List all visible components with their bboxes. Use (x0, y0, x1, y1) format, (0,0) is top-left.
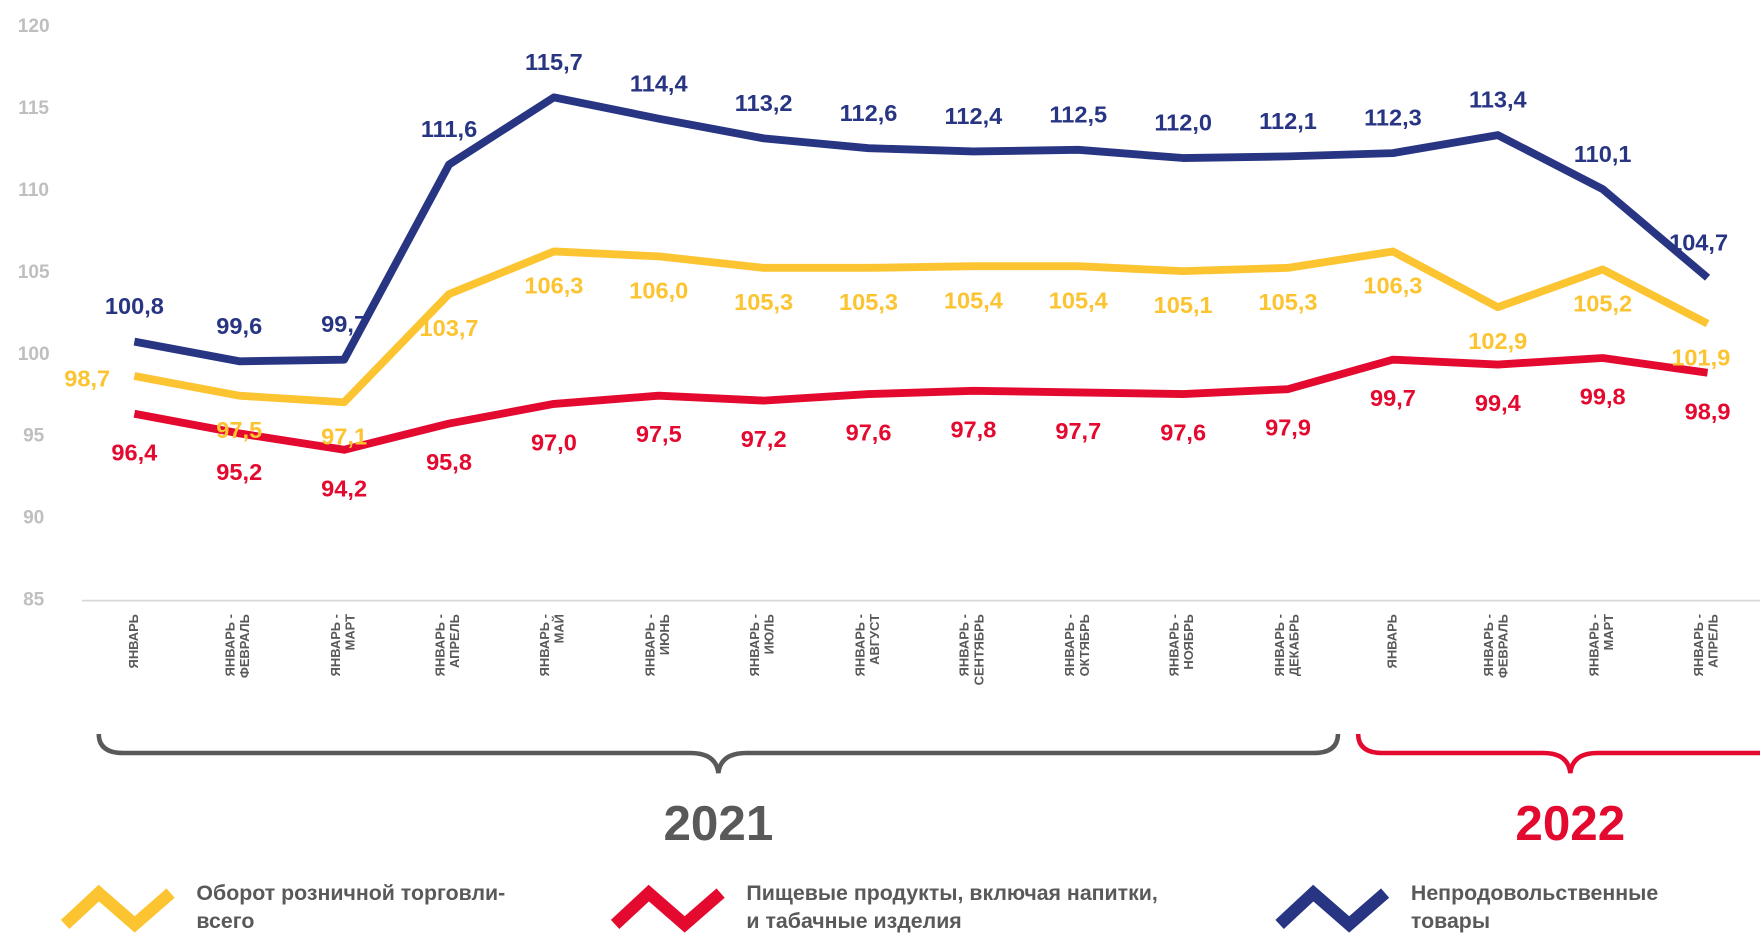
legend-label: Непродовольственные товары (1410, 881, 1659, 934)
y-tick-label: 90 (23, 508, 44, 529)
year-label: 2022 (1515, 796, 1625, 851)
brace-2022 (1355, 733, 1760, 774)
data-label: 106,0 (629, 277, 688, 303)
data-label: 104,7 (1669, 229, 1728, 255)
data-label: 105,1 (1154, 292, 1213, 318)
data-label: 110,1 (1574, 141, 1632, 167)
x-tick-label: ЯНВАРЬ - ИЮНЬ (644, 614, 673, 677)
data-label: 105,3 (839, 289, 898, 315)
data-label: 97,6 (846, 420, 892, 446)
data-label: 97,1 (321, 423, 367, 449)
data-label: 97,8 (950, 416, 996, 442)
x-tick-label: ЯНВАРЬ (127, 614, 141, 669)
data-label: 115,7 (525, 49, 583, 75)
data-label: 105,4 (944, 287, 1003, 313)
x-tick-label: ЯНВАРЬ - ФЕВРАЛЬ (224, 614, 253, 679)
data-label: 106,3 (524, 273, 583, 299)
data-label: 99,8 (1580, 384, 1626, 410)
x-tick-label: ЯНВАРЬ - ФЕВРАЛЬ (1483, 614, 1512, 679)
y-tick-label: 105 (18, 262, 50, 283)
data-label: 97,0 (531, 429, 577, 455)
x-tick-label: ЯНВАРЬ - МАЙ (539, 614, 568, 677)
data-label: 99,7 (321, 311, 367, 337)
legend-icon (60, 884, 175, 933)
x-tick-label: ЯНВАРЬ - МАРТ (1588, 614, 1617, 677)
data-label: 103,7 (420, 315, 479, 341)
data-label: 105,3 (734, 289, 793, 315)
x-tick-label: ЯНВАРЬ (1385, 614, 1400, 669)
data-label: 99,6 (216, 313, 262, 339)
data-label: 97,2 (741, 426, 787, 452)
data-label: 112,1 (1259, 108, 1317, 134)
data-label: 98,9 (1685, 398, 1731, 424)
data-label: 113,2 (735, 90, 793, 116)
x-tick-label: ЯНВАРЬ - СЕНТЯБРЬ (958, 614, 987, 686)
legend-icon (1275, 884, 1390, 933)
data-label: 105,4 (1049, 287, 1108, 313)
data-label: 100,8 (105, 293, 164, 319)
data-label: 112,5 (1049, 101, 1107, 127)
data-label: 97,5 (216, 417, 262, 443)
data-label: 111,6 (421, 116, 477, 142)
x-tick-label: ЯНВАРЬ - ОКТЯБРЬ (1063, 614, 1092, 677)
x-tick-label: ЯНВАРЬ - ИЮЛЬ (749, 614, 778, 677)
data-label: 95,8 (426, 449, 472, 475)
data-label: 98,7 (64, 366, 110, 392)
y-tick-label: 100 (18, 344, 50, 365)
series-line (133, 93, 1711, 366)
data-label: 101,9 (1671, 345, 1730, 371)
x-tick-label: ЯНВАРЬ - АПРЕЛЬ (1692, 614, 1722, 677)
series-line (133, 247, 1710, 407)
legend-label: Пищевые продукты, включая напитки, и таб… (746, 881, 1158, 934)
legend-label: Оборот розничной торговли- всего (196, 881, 506, 934)
data-label: 97,7 (1055, 418, 1101, 444)
x-tick-label: ЯНВАРЬ - ДЕКАБРЬ (1273, 614, 1302, 677)
data-label: 112,3 (1364, 105, 1422, 131)
data-label: 112,4 (945, 103, 1003, 129)
x-tick-label: ЯНВАРЬ - АПРЕЛЬ (434, 614, 463, 677)
data-label: 99,7 (1370, 385, 1416, 411)
data-label: 113,4 (1469, 87, 1527, 113)
x-tick-label: ЯНВАРЬ - МАРТ (329, 614, 358, 677)
brace-2021 (96, 733, 1341, 774)
y-tick-label: 120 (18, 16, 50, 37)
data-label: 97,5 (636, 421, 682, 447)
data-label: 112,0 (1154, 110, 1212, 136)
data-label: 105,2 (1573, 291, 1632, 317)
x-tick-label: ЯНВАРЬ - НОЯБРЬ (1168, 614, 1197, 677)
data-label: 99,4 (1475, 390, 1521, 416)
y-tick-label: 95 (23, 426, 45, 447)
y-tick-label: 85 (23, 590, 45, 611)
data-label: 106,3 (1363, 273, 1422, 299)
x-tick-label: ЯНВАРЬ - АВГУСТ (853, 614, 883, 677)
data-label: 102,9 (1468, 328, 1527, 354)
data-label: 112,6 (840, 100, 898, 126)
data-label: 96,4 (111, 439, 157, 465)
legend-icon (610, 884, 725, 933)
data-label: 97,6 (1160, 420, 1206, 446)
data-label: 105,3 (1259, 289, 1318, 315)
data-label: 94,2 (321, 475, 367, 501)
data-label: 95,2 (216, 459, 262, 485)
data-label: 114,4 (630, 70, 688, 96)
series-line (133, 354, 1709, 454)
y-tick-label: 110 (18, 180, 49, 201)
data-label: 97,9 (1265, 415, 1311, 441)
year-label: 2021 (663, 796, 773, 851)
y-tick-label: 115 (18, 98, 49, 119)
